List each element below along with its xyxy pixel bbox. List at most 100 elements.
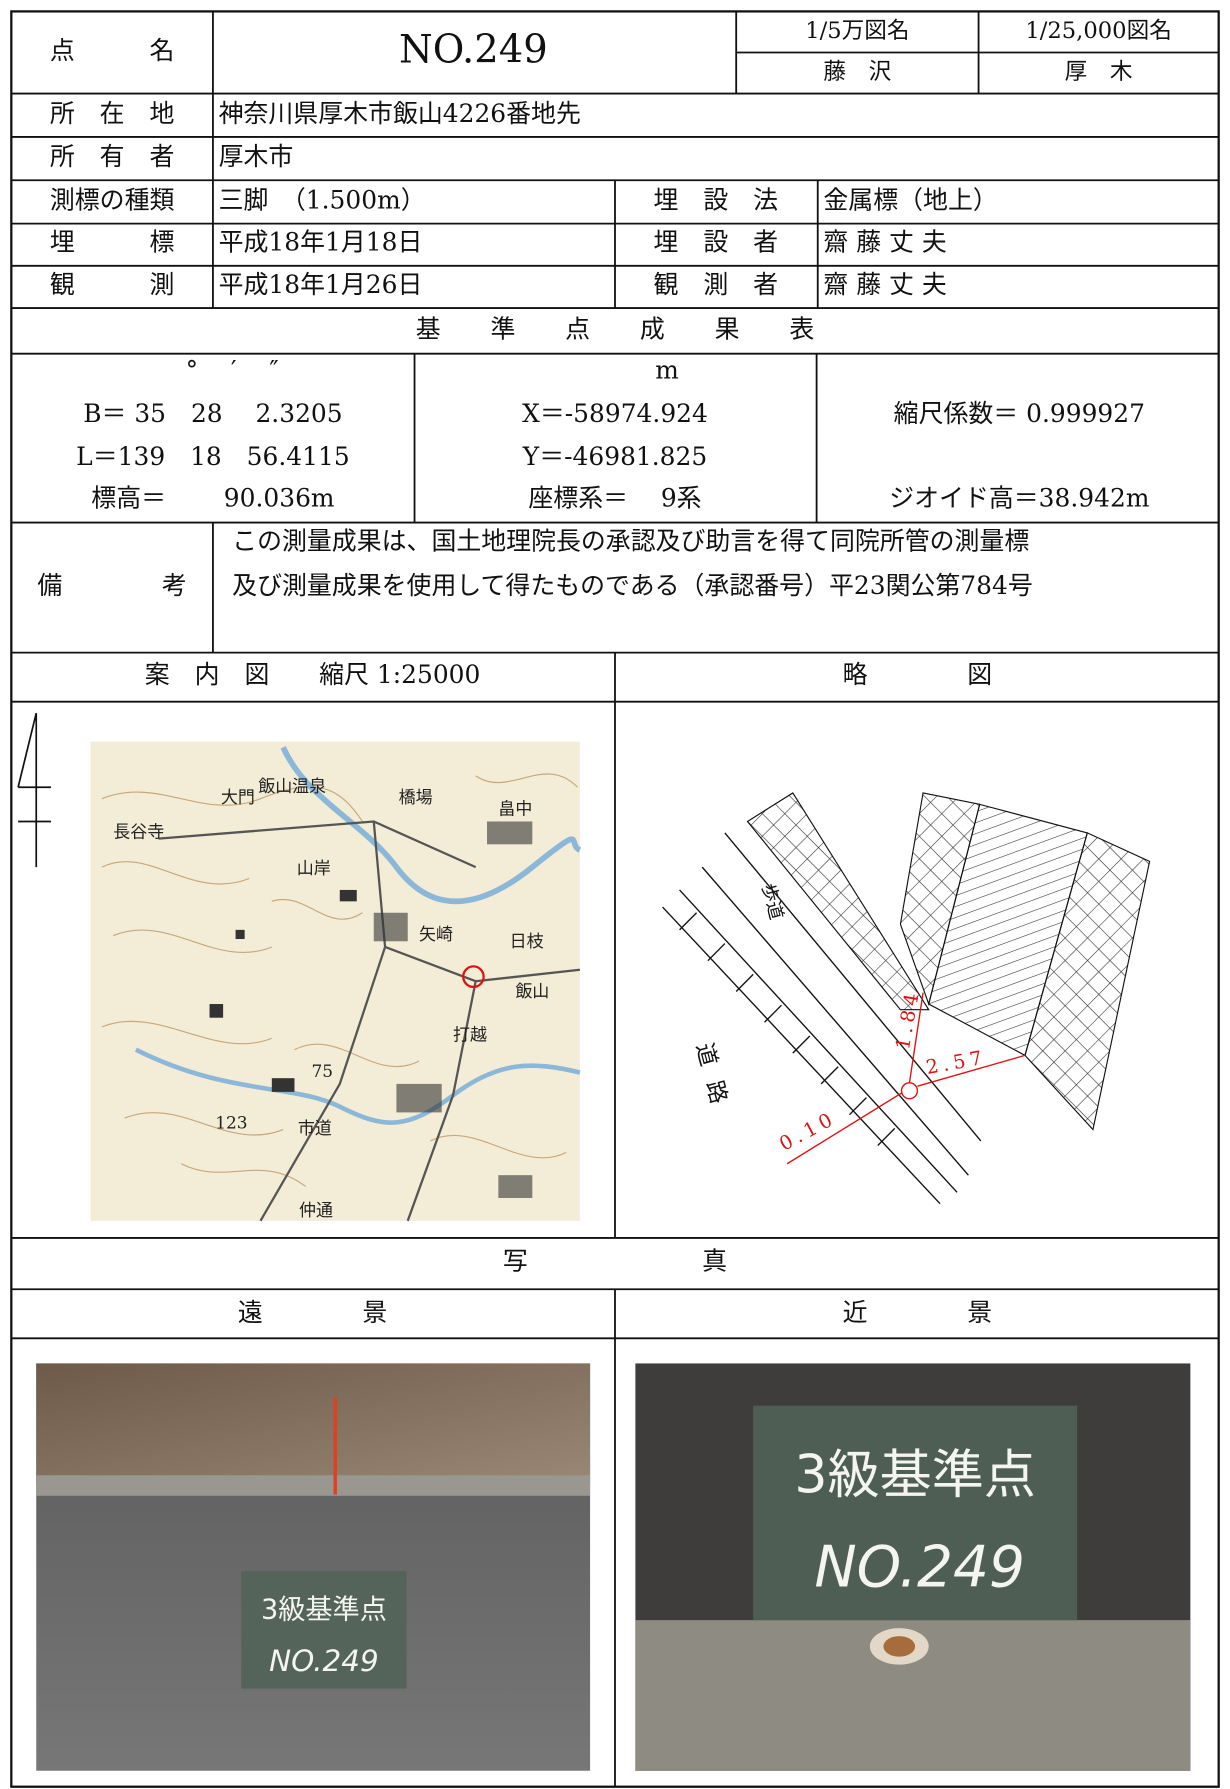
map25k-label: 1/25,000図名: [1025, 18, 1172, 44]
coord-y: Y＝-46981.825: [522, 442, 707, 471]
far-label: 遠 景: [238, 1298, 387, 1327]
rule-line: [792, 1035, 811, 1054]
map-label: 畠中: [498, 800, 532, 820]
rule-line: [735, 973, 754, 992]
guide-map: [90, 741, 582, 1222]
photo-board: [753, 1405, 1078, 1621]
shape: [113, 929, 273, 953]
hatched-slope: [746, 792, 930, 1011]
photo-curb: [36, 1475, 591, 1496]
distance-label: 0.10: [775, 1106, 840, 1155]
row-label: 観 測 者: [654, 270, 779, 299]
shape: [101, 861, 250, 885]
row-value: 齋 藤 丈 夫: [823, 228, 946, 257]
near-label: 近 景: [843, 1298, 992, 1327]
shape: [430, 1135, 567, 1159]
shape: [396, 1083, 442, 1113]
rule-line: [786, 1092, 902, 1165]
map-label: 飯山: [515, 982, 549, 1002]
latitude: B＝ 35 28 2.3205: [83, 399, 342, 428]
row-value: 金属標（地上）: [823, 185, 997, 214]
shape: [101, 1020, 273, 1045]
shape: [124, 1112, 284, 1136]
rule-line: [908, 992, 924, 1083]
scale-factor: 縮尺係数＝ 0.999927: [894, 399, 1145, 428]
survey-marker-center: [883, 1636, 916, 1657]
roads: [158, 820, 581, 1222]
coord-x: X＝-58974.924: [522, 399, 708, 428]
map-label: 橋場: [399, 788, 433, 808]
road-label: 道路: [691, 1040, 736, 1122]
shape: [235, 929, 245, 939]
rule-line: [724, 832, 982, 1142]
row-label: 所 在 地: [50, 99, 175, 128]
longitude: L＝139 18 56.4115: [76, 442, 350, 471]
row-label: 埋 標: [50, 228, 175, 257]
map50k: 藤 沢: [823, 59, 891, 85]
far-photo: 3級基準点 NO.249: [36, 1363, 591, 1771]
shape: [294, 1043, 420, 1068]
row-value: 厚木市: [219, 142, 294, 171]
shape: [475, 773, 579, 788]
rule-line: [820, 1066, 839, 1085]
shape: [900, 1082, 919, 1100]
rule-line: [701, 866, 969, 1176]
elevation: 標高＝ 90.036m: [91, 483, 335, 512]
north-arrow: [17, 712, 51, 868]
shape: [209, 1004, 224, 1018]
map-label: 打越: [453, 1025, 487, 1045]
map-label: 大門: [221, 788, 255, 808]
board-text: NO.249: [814, 1535, 1025, 1601]
hatched-slope: [1024, 832, 1151, 1131]
distance-lines: [786, 992, 1026, 1165]
map-label: 仲通: [299, 1201, 333, 1221]
map-label: 123: [215, 1113, 247, 1133]
photos-title: 写 真: [503, 1246, 727, 1275]
rule-line: [679, 912, 698, 931]
map-label: 矢崎: [419, 925, 453, 945]
shape: [271, 899, 363, 920]
shape: [101, 786, 363, 822]
sidewalk-label: 歩道: [757, 881, 787, 922]
buildings: [209, 821, 533, 1198]
distance-label: 2.57: [924, 1046, 988, 1079]
meter-unit: m: [655, 355, 679, 384]
remarks-label: 備 考: [37, 571, 186, 600]
row-label: 埋 設 法: [654, 185, 779, 214]
point-name-label: 点 名: [50, 36, 175, 65]
geoid-height: ジオイド高＝38.942m: [889, 483, 1150, 512]
board-text: NO.249: [269, 1644, 379, 1678]
river: [134, 1047, 581, 1125]
shape: [17, 712, 51, 868]
rule-line: [662, 906, 941, 1205]
results-title: 基 準 点 成 果 表: [416, 314, 815, 343]
shape: [180, 1163, 307, 1188]
river: [280, 746, 582, 905]
row-value: 神奈川県厚木市飯山4226番地先: [219, 99, 581, 128]
sketch-title: 略 図: [843, 660, 992, 689]
near-photo: 3級基準点 NO.249: [635, 1363, 1191, 1771]
angle-units: ° ′ ″: [186, 355, 279, 384]
road-lines: [662, 832, 982, 1205]
point-name: NO.249: [399, 27, 548, 72]
photo-wall: [36, 1363, 591, 1484]
map-label: 長谷寺: [113, 822, 164, 842]
row-value: 平成18年1月18日: [219, 228, 423, 257]
sketch: 歩道 道路 1.84 2.57 0.10: [662, 792, 1151, 1205]
guide-map-title: 案 内 図 縮尺 1:25000: [145, 660, 481, 689]
row-label: 測標の種類: [50, 185, 175, 214]
remarks-line: この測量成果は、国土地理院長の承認及び助言を得て同院所管の測量標: [232, 527, 1029, 556]
map-label: 山岸: [297, 859, 331, 879]
row-label: 埋 設 者: [654, 228, 779, 257]
rule-line: [877, 1127, 896, 1146]
shape: [339, 889, 357, 902]
map-label: 飯山温泉: [258, 777, 326, 797]
map-label: 日枝: [510, 932, 544, 952]
row-value: 三脚 （1.500m）: [219, 185, 426, 214]
rule-line: [848, 1097, 867, 1116]
shape: [271, 1078, 295, 1092]
